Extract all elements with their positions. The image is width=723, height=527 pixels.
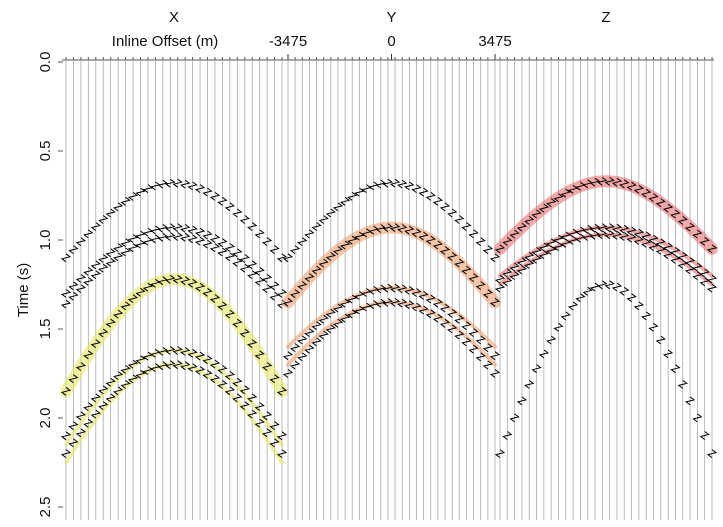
y-tick-label: 0.0 [37, 52, 54, 73]
y-tick-label: 1.5 [37, 319, 54, 340]
event-wiggle [282, 298, 501, 378]
event-wiggle [282, 223, 501, 307]
event-wiggle [282, 283, 501, 361]
y-tick-label: 0.5 [37, 141, 54, 162]
x-tick-label: 0 [387, 33, 395, 50]
event-highlight [494, 175, 718, 255]
event-wiggle [60, 232, 288, 309]
panel-title: Y [386, 9, 396, 26]
event-highlight [286, 300, 497, 367]
event-wiggle [494, 230, 718, 293]
event-highlight [498, 225, 714, 278]
event-wiggle [494, 223, 718, 284]
y-axis-label: Time (s) [15, 263, 32, 317]
event-wiggle [282, 178, 501, 263]
event-wiggle [60, 178, 288, 263]
panel-title: X [169, 9, 179, 26]
event-wiggle [494, 280, 718, 458]
event-highlight [286, 286, 497, 349]
event-highlight [64, 362, 284, 465]
event-wiggle [60, 223, 288, 298]
event-wiggle [60, 346, 288, 441]
panel-title: Z [601, 9, 610, 26]
x-tick-label: -3475 [269, 33, 307, 50]
event-highlight [498, 232, 714, 287]
x-tick-label: 3475 [478, 33, 511, 50]
event-highlight [282, 221, 501, 309]
y-tick-label: 2.0 [37, 408, 54, 429]
y-tick-label: 1.0 [37, 230, 54, 251]
event-wiggle [60, 274, 288, 396]
event-highlight [64, 348, 284, 447]
x-axis-label: Inline Offset (m) [112, 33, 218, 50]
event-wiggle [494, 177, 718, 254]
event-highlight [60, 273, 288, 398]
event-wiggle [60, 360, 288, 458]
y-tick-label: 2.5 [37, 497, 54, 518]
